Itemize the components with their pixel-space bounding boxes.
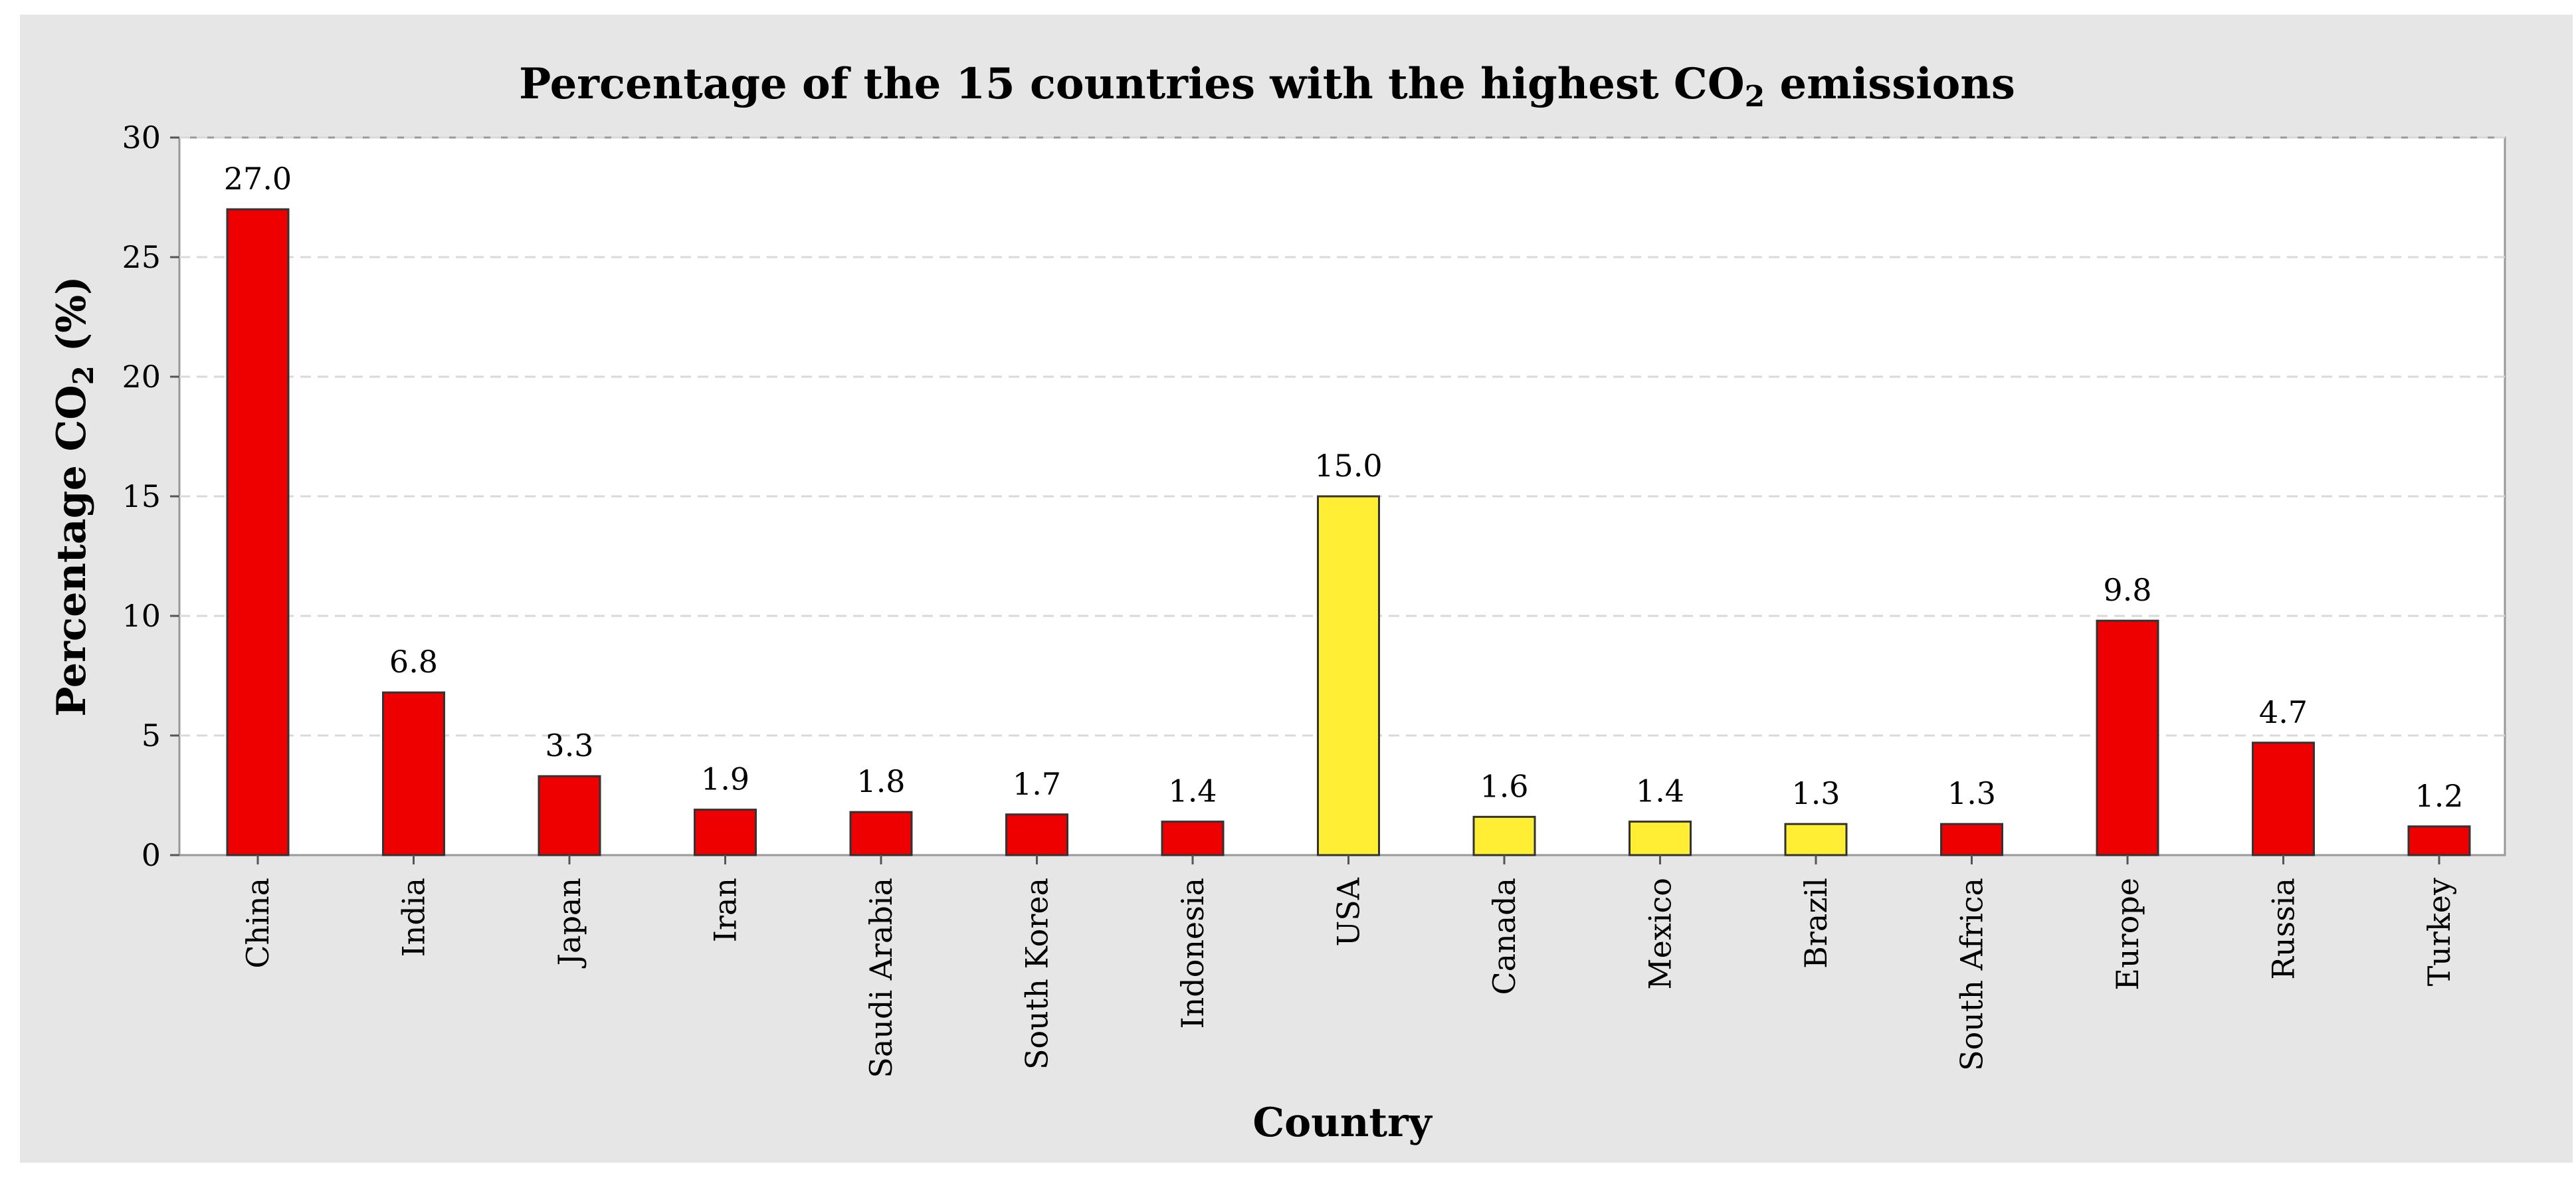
- data-label: 1.4: [1636, 773, 1684, 809]
- y-tick-label: 10: [122, 598, 161, 634]
- x-tick-label: Mexico: [1642, 878, 1678, 989]
- data-label: 1.7: [1013, 766, 1061, 802]
- y-axis-title: Percentage CO2 (%): [49, 276, 100, 716]
- x-tick-label: Canada: [1486, 878, 1522, 995]
- x-tick-label: Saudi Arabia: [863, 878, 899, 1078]
- data-label: 6.8: [389, 644, 438, 680]
- chart-title: Percentage of the 15 countries with the …: [519, 59, 2015, 114]
- data-label: 1.4: [1168, 773, 1217, 809]
- bar-india: [382, 691, 445, 856]
- x-tick-label: Iran: [708, 878, 743, 942]
- x-tick-label: Europe: [2110, 878, 2145, 991]
- bar-mexico: [1629, 821, 1692, 856]
- x-axis-title: Country: [1252, 1100, 1433, 1146]
- y-tick-label: 30: [122, 120, 161, 155]
- bar-south-korea: [1005, 813, 1068, 856]
- data-label: 9.8: [2103, 572, 2151, 608]
- bar-europe: [2096, 619, 2159, 856]
- x-tick-label: India: [396, 878, 432, 957]
- data-label: 1.6: [1480, 768, 1528, 804]
- y-tick-label: 5: [142, 718, 161, 753]
- x-tick-label: Turkey: [2421, 878, 2457, 986]
- x-tick-label: Brazil: [1798, 878, 1834, 969]
- bars: [226, 208, 2471, 856]
- x-tick-label: Japan: [551, 878, 587, 968]
- data-label: 1.9: [701, 761, 749, 797]
- x-tick-label: USA: [1331, 877, 1367, 946]
- data-label: 1.3: [1791, 775, 1840, 811]
- bar-saudi-arabia: [849, 811, 913, 856]
- y-tick-label: 20: [122, 359, 161, 395]
- data-labels: 27.0 6.8 3.3 1.9 1.8 1.7 1.4 15.0 1.6 1.4 1.3 1.3 9.…: [224, 161, 2464, 814]
- x-tick-label: China: [240, 878, 276, 969]
- x-tick-label: Russia: [2266, 878, 2302, 980]
- data-label: 15.0: [1314, 448, 1382, 484]
- bar-russia: [2252, 741, 2315, 856]
- bar-indonesia: [1161, 821, 1225, 856]
- data-label: 1.3: [1947, 775, 1996, 811]
- bar-canada: [1472, 815, 1536, 856]
- data-label: 4.7: [2259, 694, 2308, 730]
- x-tick-label: South Korea: [1019, 878, 1055, 1070]
- bar-usa: [1317, 495, 1380, 856]
- data-label: 1.2: [2415, 778, 2463, 814]
- data-label: 27.0: [224, 161, 292, 197]
- y-tick-label: 15: [122, 478, 161, 514]
- bar-brazil: [1784, 823, 1848, 856]
- bar-iran: [694, 809, 757, 856]
- bar-turkey: [2407, 825, 2471, 856]
- y-tick-label: 25: [122, 239, 161, 275]
- x-tick-label: South Africa: [1954, 878, 1990, 1071]
- x-axis-ticks: China India Japan Iran Saudi Arabia South Kor…: [240, 855, 2457, 1078]
- bar-south-africa: [1940, 823, 2003, 856]
- y-axis-ticks: 0 5 10 15 20 25 30: [122, 120, 179, 873]
- x-tick-label: Indonesia: [1175, 878, 1211, 1029]
- bar-china: [226, 208, 290, 856]
- data-label: 1.8: [856, 763, 905, 799]
- y-tick-label: 0: [142, 837, 161, 873]
- bar-japan: [538, 775, 601, 856]
- data-label: 3.3: [545, 728, 593, 763]
